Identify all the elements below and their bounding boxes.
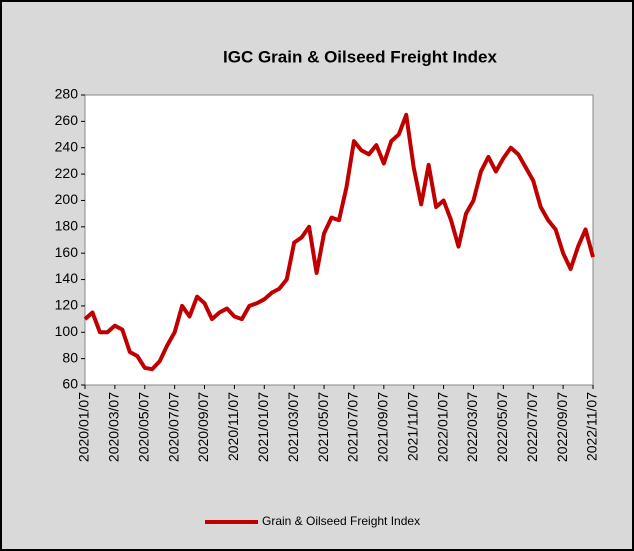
y-tick-label: 220 (55, 165, 79, 181)
y-tick-label: 280 (55, 86, 79, 102)
data-line (83, 112, 595, 372)
x-tick-label: 2022/09/07 (554, 392, 570, 462)
x-tick-label: 2020/01/07 (76, 392, 92, 462)
x-tick-label: 2020/11/07 (225, 392, 241, 461)
x-tick-label: 2022/03/07 (464, 392, 480, 462)
x-tick-label: 2022/11/07 (584, 392, 600, 461)
x-tick-label: 2021/11/07 (404, 392, 420, 461)
x-tick-label: 2021/09/07 (375, 392, 391, 462)
legend-label: Grain & Oilseed Freight Index (262, 514, 420, 528)
y-tick-label: 180 (55, 218, 79, 234)
x-tick-label: 2021/05/07 (315, 392, 331, 462)
y-tick-label: 120 (55, 297, 79, 313)
x-tick-label: 2021/01/07 (255, 392, 271, 462)
x-tick-label: 2020/07/07 (165, 392, 181, 462)
y-tick-label: 80 (62, 349, 78, 365)
chart-title: IGC Grain & Oilseed Freight Index (223, 47, 497, 66)
x-tick-label: 2022/01/07 (434, 392, 450, 462)
x-tick-label: 2020/09/07 (195, 392, 211, 462)
plot-area (84, 94, 594, 386)
x-tick-label: 2021/03/07 (285, 392, 301, 462)
x-tick-label: 2022/05/07 (494, 392, 510, 462)
x-tick-label: 2021/07/07 (345, 392, 361, 462)
y-tick-label: 100 (55, 323, 79, 339)
y-tick-label: 240 (55, 138, 79, 154)
x-tick-label: 2020/03/07 (106, 392, 122, 462)
x-tick-label: 2020/05/07 (135, 392, 151, 462)
y-tick-label: 140 (55, 270, 79, 286)
y-tick-label: 260 (55, 112, 79, 128)
y-tick-label: 200 (55, 191, 79, 207)
y-tick-label: 60 (62, 376, 78, 392)
y-tick-label: 160 (55, 244, 79, 260)
x-tick-label: 2022/07/07 (524, 392, 540, 462)
